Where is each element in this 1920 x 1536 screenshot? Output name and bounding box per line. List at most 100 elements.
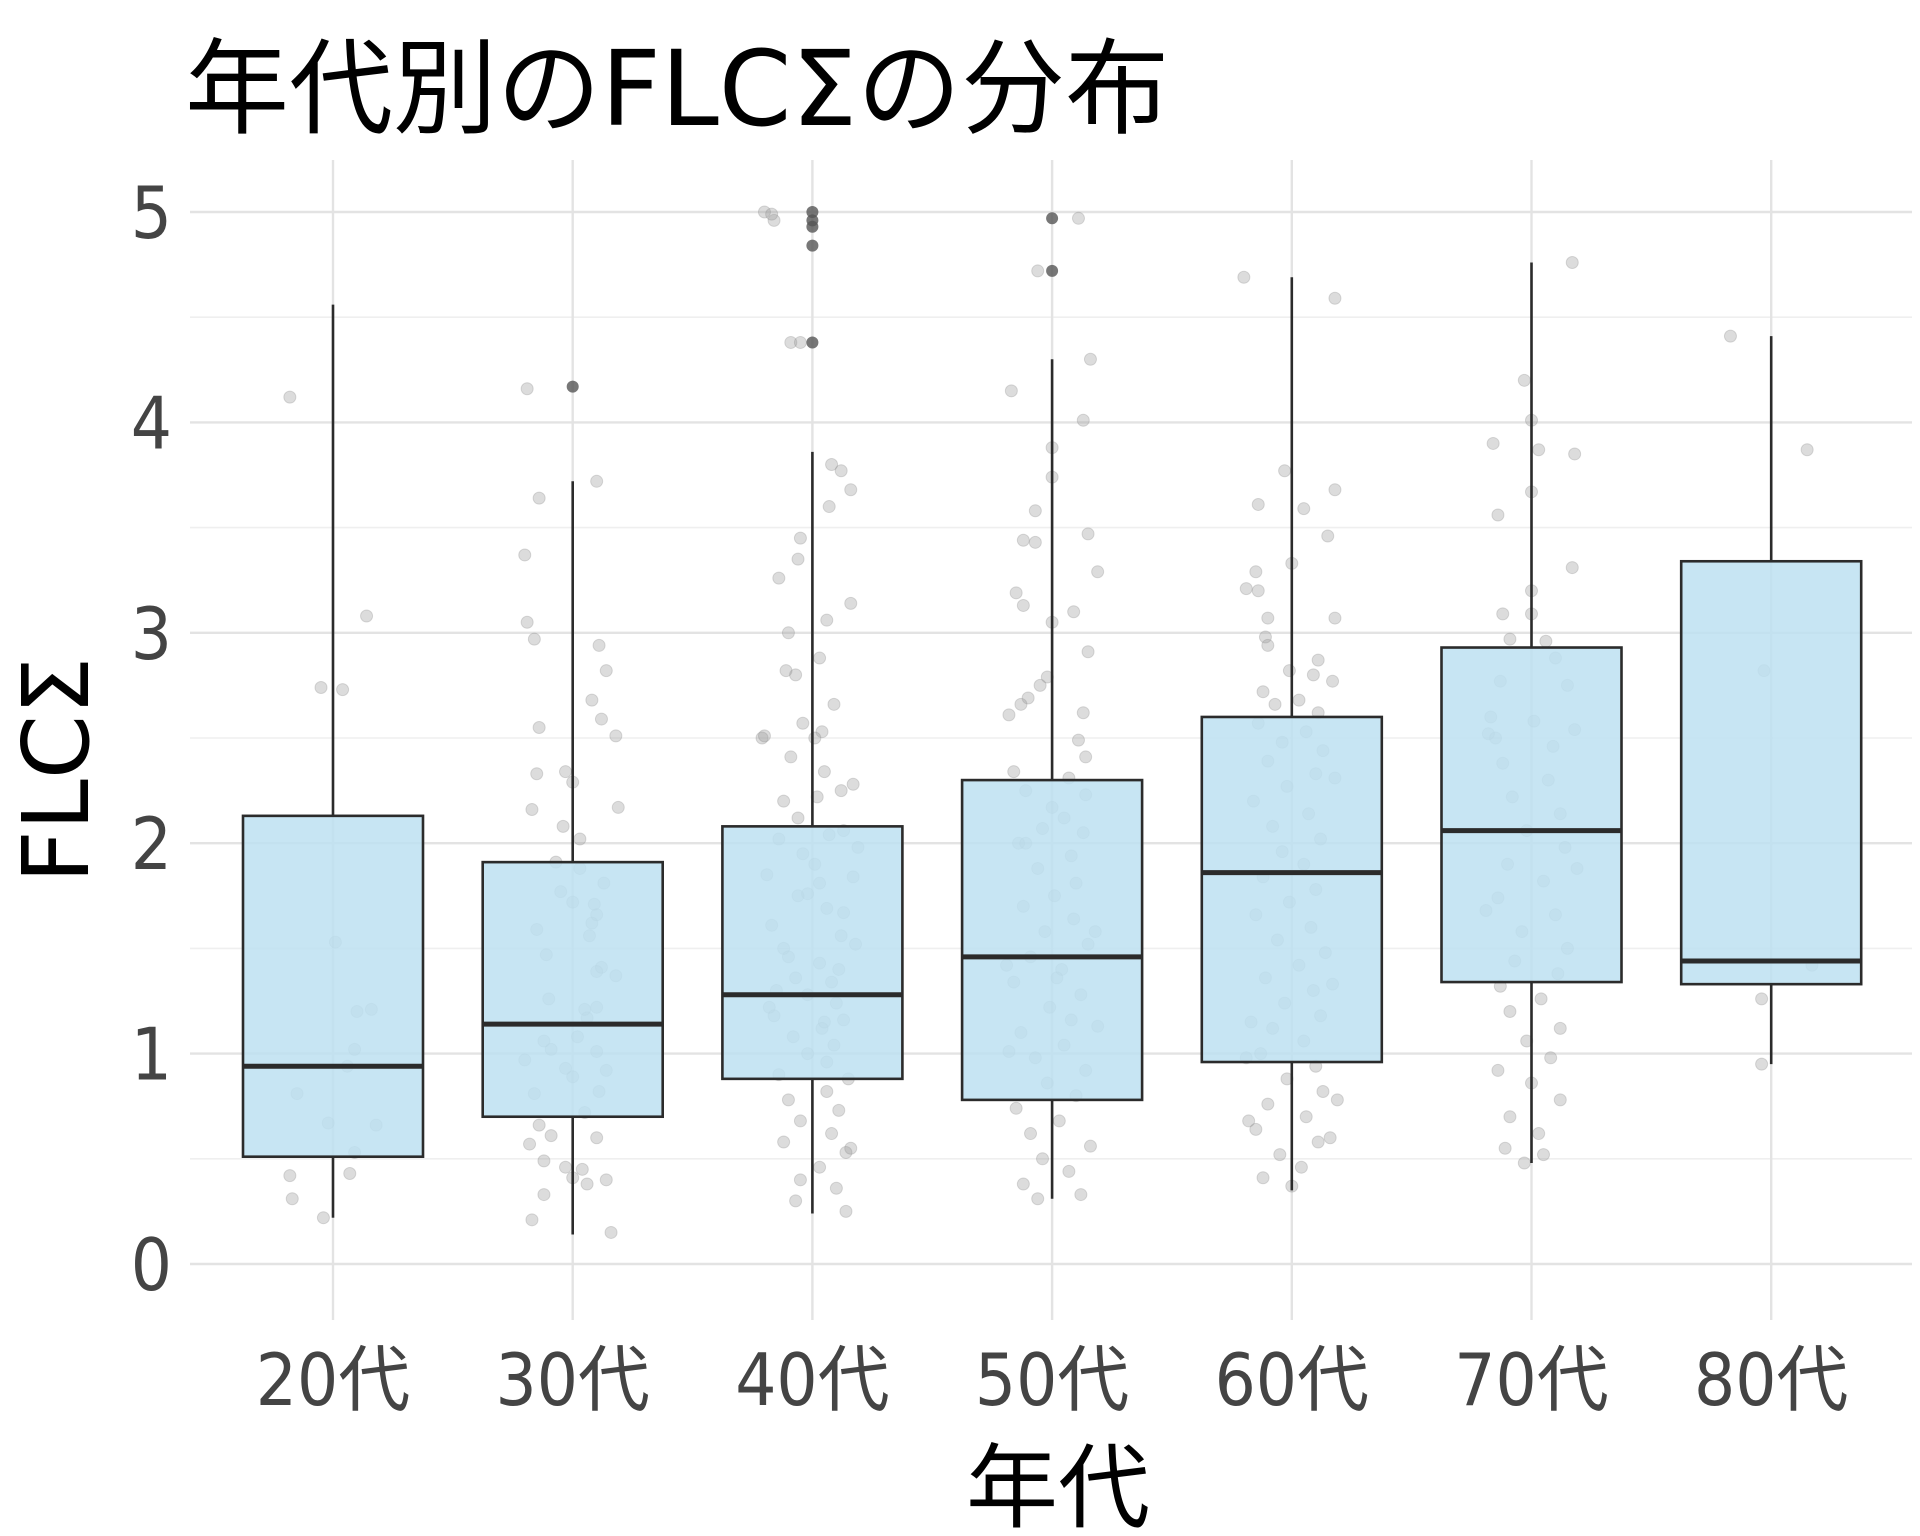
jitter-point xyxy=(523,1137,537,1151)
jitter-point xyxy=(1565,561,1579,575)
jitter-point xyxy=(573,832,587,846)
jitter-point xyxy=(1021,691,1035,705)
jitter-point xyxy=(556,819,570,833)
jitter-point xyxy=(1083,1139,1097,1153)
jitter-point xyxy=(1052,1114,1066,1128)
jitter-point xyxy=(767,213,781,227)
outlier-point xyxy=(806,336,819,349)
y-tick-label: 0 xyxy=(131,1223,172,1307)
jitter-point xyxy=(1800,443,1814,457)
outlier-point xyxy=(1046,264,1059,277)
jitter-point xyxy=(793,1173,807,1187)
jitter-point xyxy=(592,638,606,652)
jitter-point xyxy=(1031,264,1045,278)
jitter-point xyxy=(1292,693,1306,707)
jitter-point xyxy=(1755,1057,1769,1071)
jitter-point xyxy=(1723,329,1737,343)
jitter-point xyxy=(1249,565,1263,579)
jitter-point xyxy=(283,390,297,404)
y-axis-tick-labels: 0 1 2 3 4 5 xyxy=(131,171,172,1307)
box-body xyxy=(960,778,1144,1102)
chart-title: 年代別のFLCΣの分布 xyxy=(185,28,1169,150)
outlier-point xyxy=(806,239,819,252)
jitter-point xyxy=(808,731,822,745)
x-axis-tick-labels: 20代 30代 40代 50代 60代 70代 80代 xyxy=(256,1338,1849,1422)
jitter-point xyxy=(777,1135,791,1149)
jitter-point xyxy=(1517,373,1531,387)
jitter-point xyxy=(1534,992,1548,1006)
jitter-point xyxy=(1496,607,1510,621)
jitter-point xyxy=(609,729,623,743)
jitter-point xyxy=(314,681,328,695)
x-tick-label: 50代 xyxy=(975,1338,1129,1422)
jitter-point xyxy=(343,1167,357,1181)
jitter-point xyxy=(532,1118,546,1132)
jitter-point xyxy=(813,1160,827,1174)
jitter-point xyxy=(537,1154,551,1168)
y-axis-title: FLCΣ xyxy=(3,657,110,884)
x-tick-label: 20代 xyxy=(256,1338,410,1422)
jitter-point xyxy=(1031,1192,1045,1206)
jitter-point xyxy=(844,596,858,610)
jitter-point xyxy=(1076,706,1090,720)
y-tick-label: 2 xyxy=(131,802,172,886)
box-60代 xyxy=(1200,277,1384,1191)
jitter-point xyxy=(1014,697,1028,711)
x-tick-label: 70代 xyxy=(1454,1338,1608,1422)
jitter-point xyxy=(793,335,807,349)
jitter-point xyxy=(585,693,599,707)
jitter-point xyxy=(1004,384,1018,398)
jitter-point xyxy=(1249,1122,1263,1136)
jitter-point xyxy=(1328,483,1342,497)
jitter-point xyxy=(839,1145,853,1159)
jitter-point xyxy=(793,1114,807,1128)
jitter-point xyxy=(1256,1171,1270,1185)
jitter-point xyxy=(1503,1005,1517,1019)
jitter-point xyxy=(813,651,827,665)
jitter-point xyxy=(1009,1101,1023,1115)
jitter-point xyxy=(1498,1141,1512,1155)
jitter-point xyxy=(590,1131,604,1145)
jitter-point xyxy=(834,464,848,478)
jitter-point xyxy=(530,767,544,781)
jitter-point xyxy=(793,531,807,545)
jitter-point xyxy=(590,474,604,488)
box-body xyxy=(1440,646,1623,984)
box-body xyxy=(1679,559,1863,986)
outlier-point xyxy=(806,206,819,218)
box-20代 xyxy=(241,304,425,1218)
box-body xyxy=(1200,715,1384,1064)
jitter-point xyxy=(1033,678,1047,692)
jitter-point xyxy=(537,1188,551,1202)
jitter-point xyxy=(1316,1084,1330,1098)
jitter-point xyxy=(1297,502,1311,516)
jitter-point xyxy=(1503,632,1517,646)
jitter-point xyxy=(844,483,858,497)
outlier-point xyxy=(806,214,819,227)
jitter-point xyxy=(757,729,771,743)
jitter-point xyxy=(1261,1097,1275,1111)
jitter-point xyxy=(580,1177,594,1191)
jitter-point xyxy=(559,765,573,779)
jitter-point xyxy=(1076,413,1090,427)
jitter-point xyxy=(839,1204,853,1218)
jitter-point xyxy=(599,664,613,678)
y-tick-label: 3 xyxy=(131,592,172,676)
jitter-point xyxy=(1024,1127,1038,1141)
jitter-point xyxy=(1079,750,1093,764)
jitter-point xyxy=(285,1192,299,1206)
jitter-point xyxy=(604,1225,618,1239)
jitter-point xyxy=(1294,1160,1308,1174)
jitter-point xyxy=(834,784,848,798)
box-body xyxy=(241,814,425,1158)
jitter-point xyxy=(518,548,532,562)
jitter-point xyxy=(1007,765,1021,779)
x-tick-label: 40代 xyxy=(735,1338,889,1422)
jitter-point xyxy=(1486,436,1500,450)
jitter-point xyxy=(1326,674,1340,688)
jitter-point xyxy=(1491,508,1505,522)
jitter-point xyxy=(1503,1110,1517,1124)
jitter-point xyxy=(1062,1164,1076,1178)
jitter-point xyxy=(532,720,546,734)
